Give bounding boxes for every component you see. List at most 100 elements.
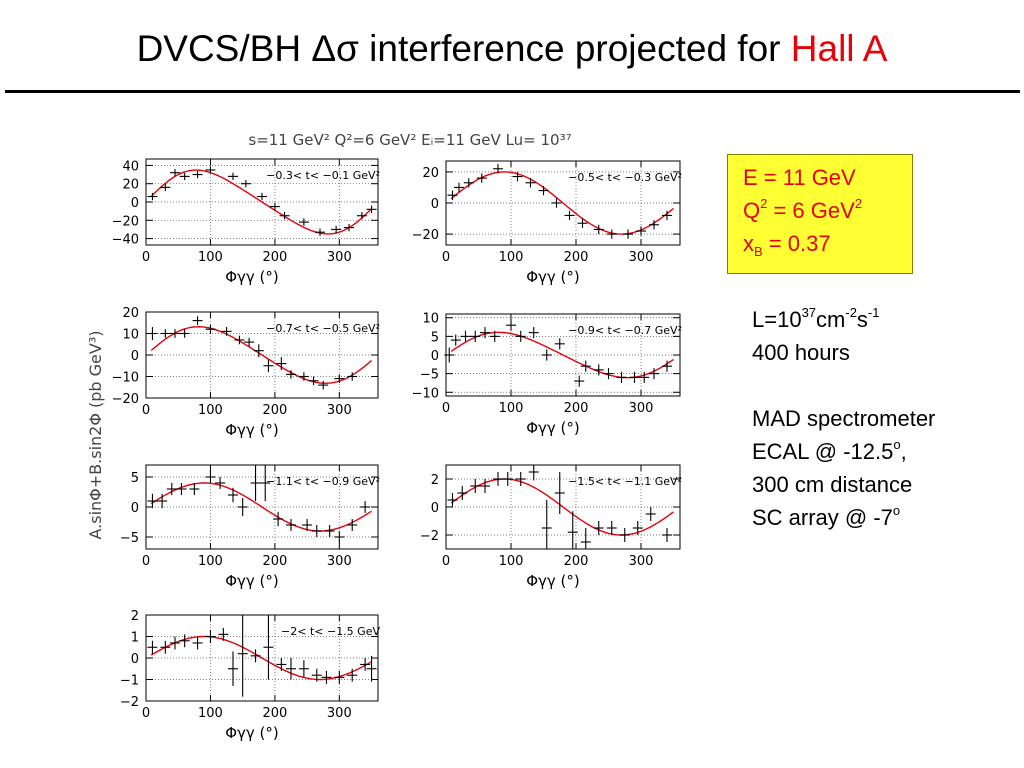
data-point [331, 225, 342, 234]
data-point [347, 519, 358, 531]
data-point [192, 636, 203, 650]
x-tick-label: 200 [262, 706, 287, 721]
data-point [447, 190, 458, 200]
ecal-base: ECAL @ -12.5 [752, 439, 894, 464]
data-point [147, 327, 158, 340]
x-tick-label: 100 [198, 554, 223, 569]
sc-array: SC array @ -7o [752, 501, 935, 534]
panel-t-range: −0.3< t< −0.1 GeV² [266, 169, 380, 182]
x-tick-label: 300 [629, 250, 654, 265]
data-point [450, 334, 461, 346]
ecal-end: , [900, 439, 907, 464]
data-point [205, 324, 216, 334]
data-point [176, 483, 187, 495]
x-tick-label: 0 [442, 401, 450, 416]
y-tick-label: 1 [131, 631, 139, 646]
data-point [170, 169, 180, 177]
data-point [334, 374, 345, 383]
data-point [318, 380, 329, 390]
data-point [253, 344, 264, 358]
x-tick-label: 200 [564, 401, 589, 416]
data-point [515, 472, 526, 486]
x-tick-label: 300 [629, 401, 654, 416]
data-point [286, 370, 296, 379]
data-point [221, 327, 232, 336]
data-point [506, 319, 516, 331]
x-tick-label: 100 [198, 250, 223, 265]
chart-figure: s=11 GeV² Q²=6 GeV² Eᵢ=11 GeV Lu= 10³⁷ A.… [86, 131, 682, 742]
y-tick-label: −10 [112, 371, 139, 386]
data-point [493, 472, 503, 486]
data-point [324, 525, 335, 537]
data-point [205, 166, 216, 174]
y-tick-label: −5 [120, 531, 139, 546]
data-point [632, 521, 643, 535]
x-tick-label: 200 [564, 554, 589, 569]
lum-exp: 37 [801, 305, 817, 320]
x-tick-label: 300 [327, 554, 352, 569]
data-point [311, 668, 322, 682]
y-tick-label: 5 [131, 471, 139, 486]
data-point [606, 229, 617, 239]
data-point [166, 483, 177, 495]
fit-curve [150, 482, 372, 532]
data-point [147, 493, 158, 509]
xb-base: x [743, 231, 754, 256]
panel-4: 0 100 200 300 −10 −5 0 5 10 Φγγ (°) −0.9< t< −0.7 … [412, 312, 682, 437]
x-axis-label: Φγγ (°) [526, 572, 580, 590]
data-point [512, 171, 523, 182]
data-point [147, 640, 158, 654]
data-point [636, 226, 646, 236]
data-point [493, 164, 503, 174]
data-point [528, 327, 539, 339]
data-point [160, 640, 171, 654]
data-point [616, 371, 627, 383]
data-point [308, 376, 319, 386]
x-tick-label: 0 [442, 554, 450, 569]
data-point [315, 228, 325, 236]
data-point [179, 329, 190, 338]
data-point [564, 210, 575, 221]
data-point [347, 372, 358, 381]
y-axis-label: A.sinΦ+B.sin2Φ (pb GeV³) [86, 331, 105, 540]
data-point [228, 172, 238, 181]
data-point [649, 220, 659, 230]
q2-mid: = 6 GeV [767, 198, 855, 223]
data-point [260, 465, 271, 501]
data-point [541, 349, 552, 361]
y-tick-label: −1 [120, 674, 139, 689]
data-point [554, 472, 565, 514]
data-point [538, 185, 549, 196]
y-tick-label: −10 [412, 386, 439, 401]
data-point [603, 368, 614, 380]
y-tick-label: 0 [431, 197, 439, 212]
data-point [189, 483, 200, 495]
x-tick-label: 300 [327, 403, 352, 418]
y-tick-label: −40 [112, 233, 139, 248]
data-point [360, 658, 371, 671]
x-tick-label: 0 [142, 250, 150, 265]
ecal-angle: ECAL @ -12.5o, [752, 435, 935, 468]
data-point [662, 528, 672, 542]
data-point [502, 472, 513, 486]
y-tick-label: −2 [120, 695, 139, 710]
data-point [286, 658, 296, 680]
spectrometer: MAD spectrometer [752, 406, 936, 431]
x-tick-label: 300 [327, 250, 352, 265]
x-tick-label: 100 [499, 250, 524, 265]
data-point [215, 477, 226, 489]
data-point [170, 329, 180, 338]
data-point [528, 465, 539, 481]
panel-t-range: −0.9< t< −0.7 GeV² [568, 324, 682, 337]
data-point [460, 330, 471, 342]
y-tick-label: 0 [131, 349, 139, 364]
data-point [662, 210, 672, 221]
data-point [170, 636, 180, 650]
y-tick-label: 0 [131, 501, 139, 516]
panel-t-range: −0.5< t< −0.3 GeV² [568, 171, 682, 184]
chart-header: s=11 GeV² Q²=6 GeV² Eᵢ=11 GeV Lu= 10³⁷ [248, 131, 571, 149]
data-point [606, 521, 617, 535]
q2-value: Q2 = 6 GeV2 [743, 194, 912, 227]
